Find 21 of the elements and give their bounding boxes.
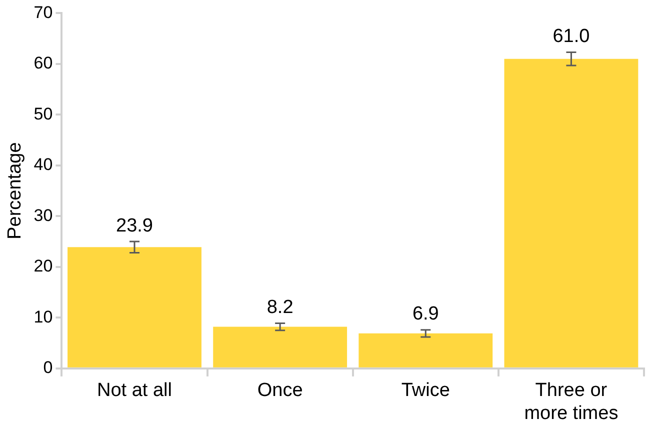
data-label: 6.9 <box>412 304 439 325</box>
y-tick-label: 20 <box>34 256 53 276</box>
y-tick-label: 70 <box>34 2 53 22</box>
bar <box>213 326 348 368</box>
x-tick-label: Not at all <box>97 380 172 402</box>
y-tick-label: 50 <box>34 104 53 124</box>
bar <box>68 247 202 368</box>
data-label: 8.2 <box>266 296 294 318</box>
x-tick-label: Once <box>257 380 303 402</box>
x-tick-label: Three or more times <box>524 380 618 424</box>
bar <box>504 58 638 368</box>
y-tick-label: 10 <box>34 307 53 326</box>
x-tick-label: Twice <box>401 380 450 402</box>
y-tick-label: 30 <box>34 206 53 225</box>
data-label: 23.9 <box>116 215 153 236</box>
data-label: 61.0 <box>552 26 590 48</box>
y-axis-title: Percentage <box>4 142 26 240</box>
y-tick-label: 0 <box>43 358 53 378</box>
bar <box>358 333 493 368</box>
y-tick-label: 60 <box>34 54 53 73</box>
y-tick-label: 40 <box>34 155 53 174</box>
